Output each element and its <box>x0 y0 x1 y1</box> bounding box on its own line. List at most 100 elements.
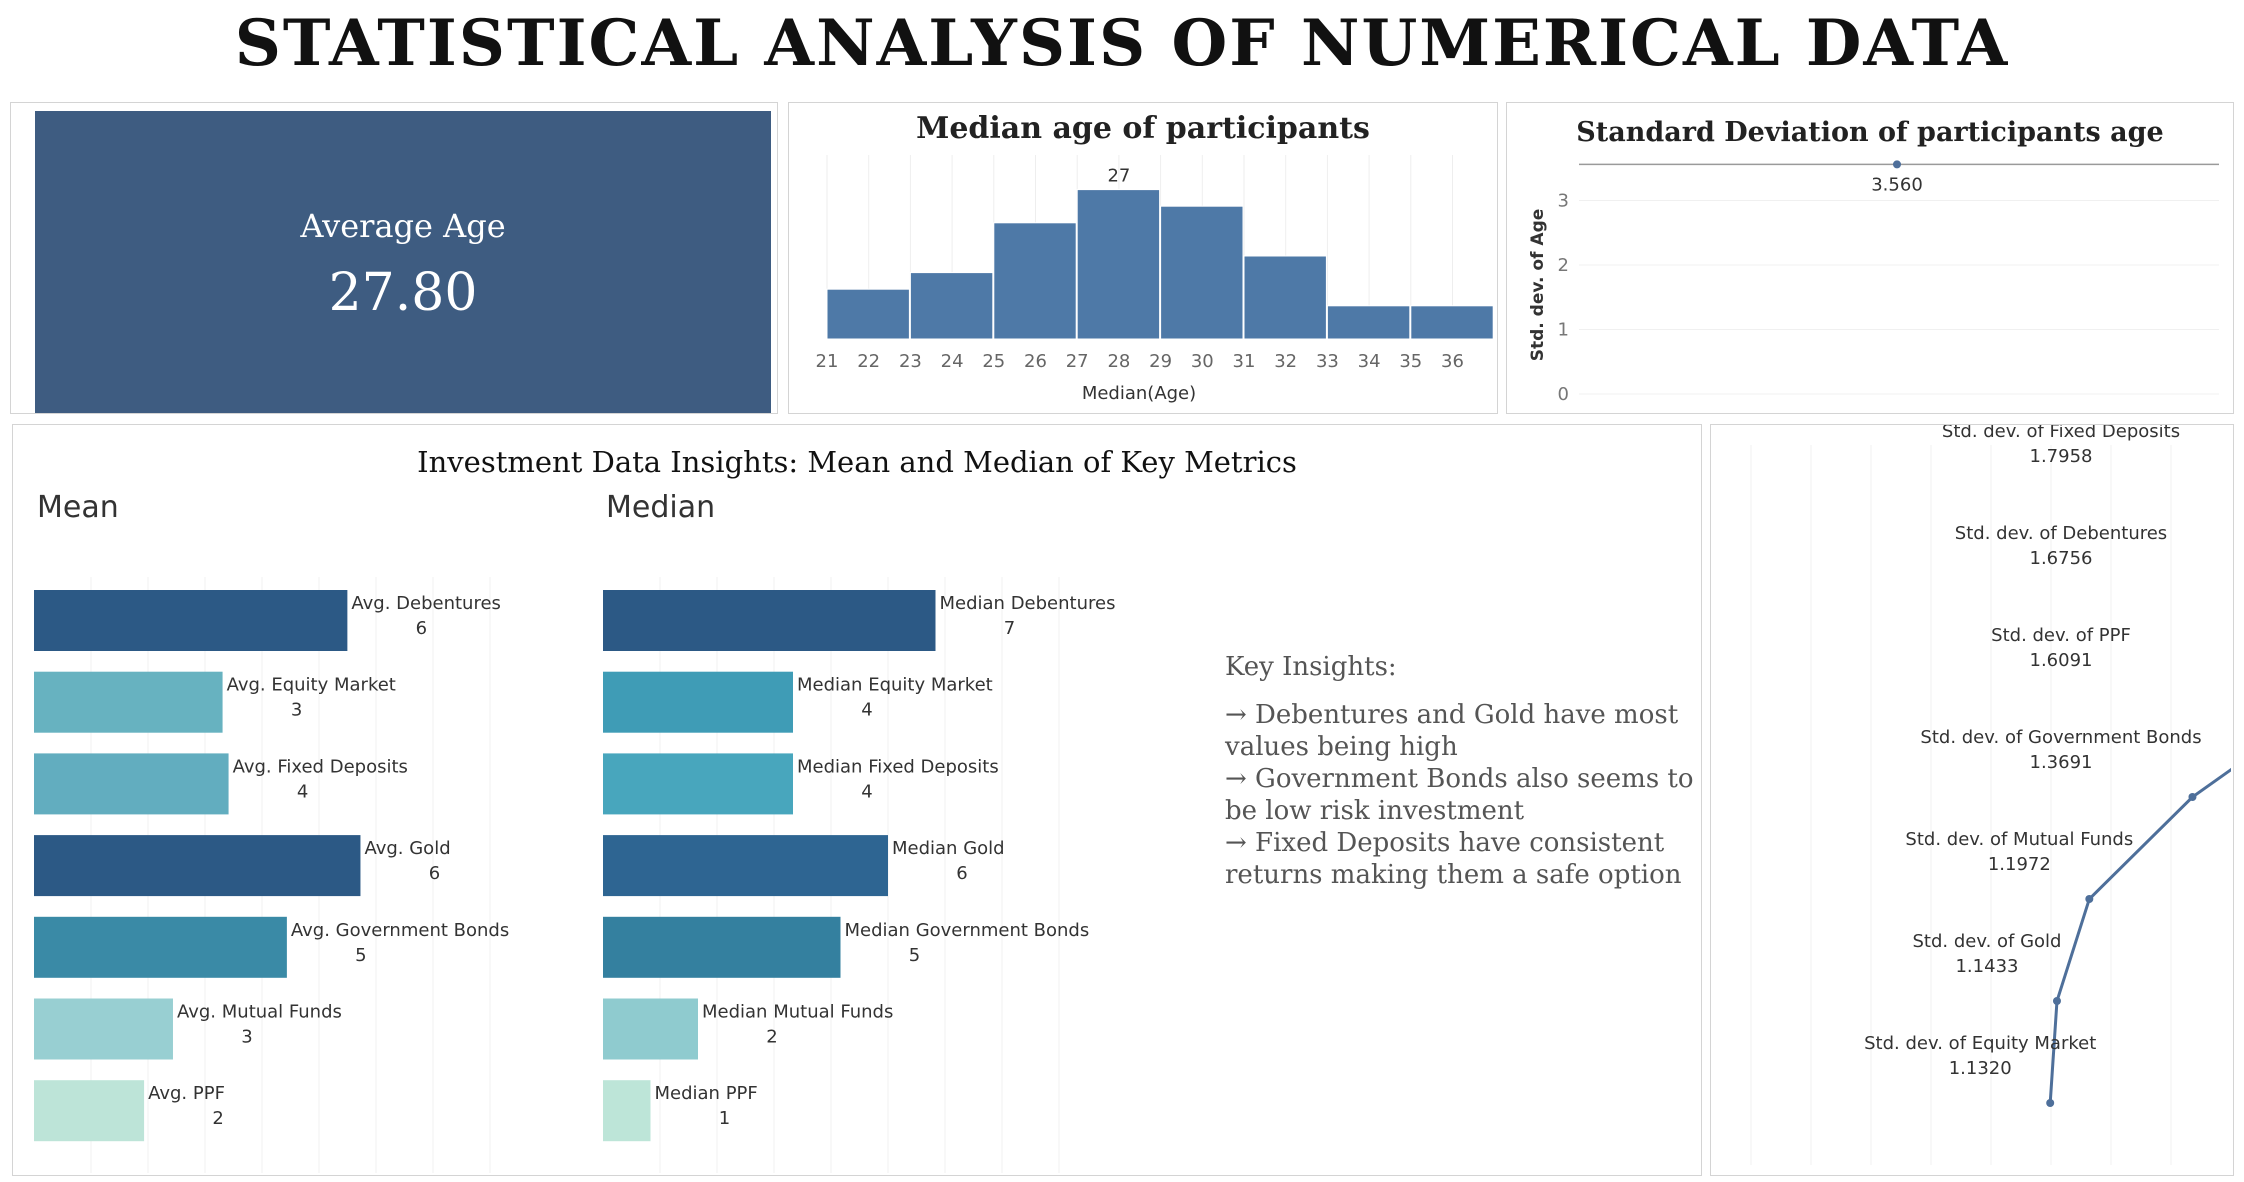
mean-bar-value: 4 <box>297 781 308 802</box>
point-value: 1.7958 <box>2030 446 2093 467</box>
x-tick-label: 22 <box>857 351 880 372</box>
point-label: Std. dev. of Mutual Funds <box>1905 829 2133 850</box>
x-tick-label: 36 <box>1441 351 1464 372</box>
x-tick-label: 28 <box>1107 351 1130 372</box>
median-bar-label: Median Equity Market <box>797 675 993 696</box>
stddev-investments-chart: Std. dev. of Equity Market 1.1320 Std. dev… <box>1750 425 2231 1165</box>
x-tick-label: 35 <box>1399 351 1422 372</box>
data-label: 3.560 <box>1871 174 1923 195</box>
mean-title: Mean <box>37 490 119 525</box>
point-value: 1.1433 <box>1955 956 2018 977</box>
mean-bar-value: 5 <box>355 945 366 966</box>
point-value: 1.1320 <box>1949 1058 2012 1079</box>
x-tick-label: 27 <box>1066 351 1089 372</box>
point-label: Std. dev. of Fixed Deposits <box>1942 425 2180 442</box>
x-tick-label: 29 <box>1149 351 1172 372</box>
y-tick-label: 1 <box>1558 320 1569 341</box>
key-insights: Key Insights: → Debentures and Gold have… <box>1225 651 1695 891</box>
x-tick-label: 30 <box>1191 351 1214 372</box>
point-label: Std. dev. of Gold <box>1912 931 2061 952</box>
median-age-panel: Median age of participants 27 21 22 23 24 25 2… <box>788 102 1498 414</box>
x-tick-label: 23 <box>899 351 922 372</box>
median-bar-label: Median Debentures <box>940 593 1116 614</box>
point-value: 1.6756 <box>2030 548 2093 569</box>
point-value: 1.1972 <box>1988 854 2051 875</box>
histogram-bar <box>1076 189 1161 340</box>
histogram-bar <box>826 288 910 340</box>
x-tick-label: 34 <box>1358 351 1381 372</box>
median-age-title: Median age of participants <box>916 111 1370 146</box>
median-bar <box>603 835 888 897</box>
median-age-histogram: 27 21 22 23 24 25 26 27 28 29 30 31 32 33 34 35 36 Median… <box>816 155 1494 404</box>
x-tick-label: 31 <box>1233 351 1256 372</box>
median-bar <box>603 671 793 733</box>
kpi-panel: Average Age 27.80 <box>10 102 778 414</box>
y-tick-label: 2 <box>1558 255 1569 276</box>
mean-median-bars: Mean Avg. Debentures 6 Avg. Equity Market 3 A… <box>34 490 1116 1173</box>
stddev-age-panel: Standard Deviation of participants age 0… <box>1506 102 2234 414</box>
stddev-investments-panel: Std. dev. of Equity Market 1.1320 Std. dev… <box>1710 424 2234 1176</box>
series-point <box>2052 997 2061 1005</box>
point-value: 1.6091 <box>2030 650 2093 671</box>
mean-bar <box>34 916 287 978</box>
median-bar-value: 1 <box>719 1108 730 1129</box>
insights-title: Investment Data Insights: Mean and Media… <box>417 445 1297 479</box>
point-label: Std. dev. of Government Bonds <box>1920 727 2201 748</box>
mean-bar-value: 3 <box>241 1027 252 1048</box>
mean-bar <box>34 1080 145 1142</box>
median-bar <box>603 1080 651 1142</box>
median-title: Median <box>606 490 715 525</box>
point-label: Std. dev. of Equity Market <box>1864 1033 2096 1054</box>
series-point <box>2085 895 2094 903</box>
median-bar-value: 7 <box>1004 618 1015 639</box>
y-axis-label: Std. dev. of Age <box>1528 209 1548 362</box>
median-bar <box>603 590 936 651</box>
key-insight-line: → Government Bonds also seems to be low … <box>1225 764 1694 826</box>
histogram-bar <box>1410 305 1494 340</box>
average-age-card: Average Age 27.80 <box>35 111 771 413</box>
mean-bar <box>34 835 361 897</box>
mean-bar-value: 3 <box>291 700 302 721</box>
mean-bar-label: Avg. Debentures <box>351 593 501 614</box>
key-insights-title: Key Insights: <box>1225 652 1397 682</box>
x-tick-label: 24 <box>941 351 964 372</box>
mean-bar-label: Avg. Mutual Funds <box>177 1002 342 1023</box>
stddev-age-chart: 0 1 2 3 3.560 Std. dev. of Age <box>1528 160 2219 405</box>
stddev-age-title: Standard Deviation of participants age <box>1576 117 2164 148</box>
x-axis-label: Median(Age) <box>1082 383 1196 404</box>
histogram-bar <box>1160 205 1244 340</box>
x-tick-label: 25 <box>982 351 1005 372</box>
kpi-label: Average Age <box>300 207 506 245</box>
median-bar <box>603 753 793 815</box>
median-bar-label: Median Gold <box>892 838 1005 859</box>
mean-bar-value: 2 <box>212 1108 223 1129</box>
mean-bar <box>34 590 348 651</box>
x-tick-label: 21 <box>816 351 839 372</box>
mean-bar-value: 6 <box>429 863 440 884</box>
median-bar-value: 4 <box>861 700 872 721</box>
mean-bar <box>34 671 223 733</box>
median-bar-value: 4 <box>861 781 872 802</box>
histogram-bar <box>1326 305 1411 340</box>
mean-bar <box>34 998 173 1060</box>
series-point <box>2188 793 2197 801</box>
mean-bar-value: 6 <box>416 618 427 639</box>
median-bar-label: Median Government Bonds <box>845 920 1090 941</box>
histogram-bar <box>993 222 1077 340</box>
data-point <box>1893 160 1901 169</box>
median-bar-value: 2 <box>766 1027 777 1048</box>
median-bar-value: 6 <box>956 863 967 884</box>
median-bar-label: Median Fixed Deposits <box>797 756 999 777</box>
key-insight-line: → Debentures and Gold have most values b… <box>1225 700 1679 762</box>
bar-annotation: 27 <box>1107 166 1130 187</box>
y-tick-label: 3 <box>1558 191 1569 212</box>
investment-insights-panel: Investment Data Insights: Mean and Media… <box>12 424 1702 1176</box>
median-bar-label: Median PPF <box>655 1083 758 1104</box>
mean-bar-label: Avg. Government Bonds <box>291 920 509 941</box>
mean-bar-label: Avg. Gold <box>364 838 450 859</box>
median-bar <box>603 998 698 1060</box>
median-bar-value: 5 <box>909 945 920 966</box>
point-label: Std. dev. of PPF <box>1991 625 2131 646</box>
histogram-bar <box>909 272 994 340</box>
series-line <box>2048 767 2231 1104</box>
